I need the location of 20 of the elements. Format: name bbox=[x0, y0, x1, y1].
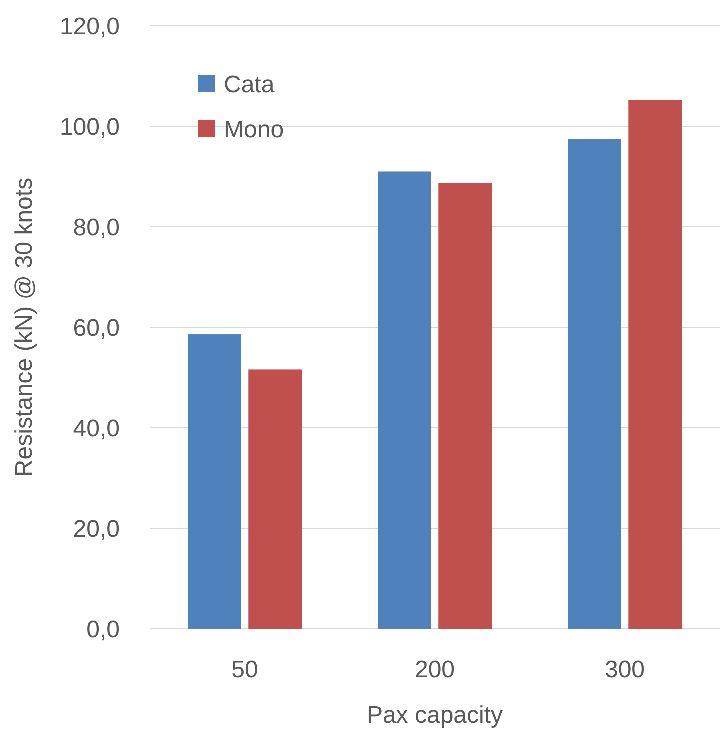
bar bbox=[438, 183, 492, 629]
x-tick-label: 300 bbox=[604, 656, 646, 684]
y-tick-label: 40,0 bbox=[73, 415, 120, 442]
y-tick-label: 80,0 bbox=[73, 214, 120, 242]
y-tick-label: 60,0 bbox=[73, 314, 120, 342]
bar bbox=[628, 100, 682, 629]
legend-label: Mono bbox=[224, 116, 284, 144]
bar bbox=[378, 172, 432, 629]
x-tick-label: 50 bbox=[232, 656, 258, 684]
bar bbox=[188, 334, 242, 629]
y-tick-label: 20,0 bbox=[73, 516, 120, 543]
x-tick-label: 200 bbox=[414, 656, 456, 684]
y-tick-label: 100,0 bbox=[60, 114, 120, 141]
y-tick-label: 120,0 bbox=[60, 13, 120, 40]
legend-label: Cata bbox=[224, 71, 276, 98]
y-tick-label: 0,0 bbox=[86, 616, 120, 644]
bar bbox=[568, 139, 622, 629]
y-axis-title: Resistance (kN) @ 30 knots bbox=[11, 178, 38, 478]
x-axis-title: Pax capacity bbox=[366, 702, 504, 729]
bar bbox=[248, 370, 302, 629]
